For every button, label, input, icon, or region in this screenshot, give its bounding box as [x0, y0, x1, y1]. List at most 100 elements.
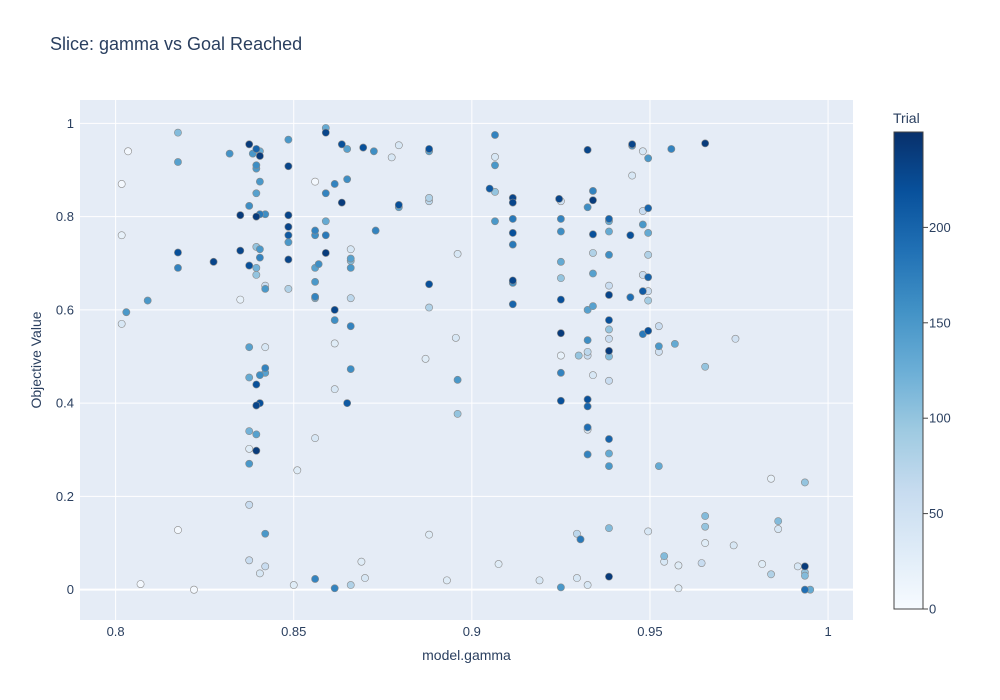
- data-point: [252, 189, 261, 198]
- data-point: [311, 177, 320, 186]
- data-point: [654, 462, 663, 470]
- chart-title: Slice: gamma vs Goal Reached: [50, 34, 302, 54]
- y-tick-label: 0.6: [56, 302, 74, 317]
- data-point: [346, 294, 355, 303]
- data-point: [261, 364, 270, 373]
- data-point: [583, 402, 592, 411]
- data-point: [508, 300, 517, 309]
- gridlines: [80, 100, 853, 620]
- data-point: [605, 215, 613, 223]
- data-point: [284, 284, 293, 293]
- data-point: [190, 585, 198, 594]
- data-point: [357, 557, 366, 566]
- data-point: [701, 539, 710, 547]
- data-point: [605, 462, 613, 470]
- data-point: [330, 305, 339, 314]
- data-point: [343, 145, 352, 153]
- data-point: [261, 562, 270, 571]
- data-point: [508, 215, 517, 223]
- x-axis-title: model.gamma: [422, 647, 511, 663]
- data-point: [346, 322, 355, 331]
- y-tick-label: 1: [67, 116, 74, 131]
- data-point: [453, 375, 462, 384]
- data-point: [284, 135, 293, 144]
- data-point: [252, 161, 261, 170]
- data-point: [443, 576, 451, 585]
- data-point: [801, 571, 809, 580]
- data-point: [245, 556, 254, 565]
- data-point: [508, 198, 517, 207]
- data-points: [117, 124, 815, 594]
- data-point: [346, 254, 355, 263]
- data-point: [122, 308, 131, 317]
- x-tick-label: 0.85: [281, 624, 306, 639]
- data-point: [670, 340, 679, 348]
- data-point: [701, 522, 710, 531]
- data-point: [583, 347, 592, 356]
- data-point: [361, 574, 369, 582]
- y-tick-label: 0.8: [56, 209, 74, 224]
- data-point: [556, 396, 565, 405]
- data-point: [453, 409, 462, 418]
- data-point: [245, 373, 254, 382]
- data-point: [644, 273, 653, 282]
- data-point: [628, 140, 637, 149]
- data-point: [236, 295, 245, 304]
- data-point: [174, 248, 182, 257]
- data-point: [583, 450, 592, 459]
- data-point: [117, 231, 126, 240]
- data-point: [729, 541, 738, 550]
- data-point: [556, 583, 565, 592]
- data-point: [255, 371, 264, 380]
- data-point: [605, 325, 613, 334]
- data-point: [701, 512, 710, 520]
- data-point: [236, 246, 245, 255]
- data-point: [451, 333, 460, 342]
- data-point: [667, 145, 676, 153]
- data-point: [605, 316, 613, 325]
- data-point: [330, 385, 339, 394]
- colorbar-tick-label: 50: [929, 506, 943, 521]
- data-point: [628, 171, 637, 180]
- data-point: [589, 187, 597, 195]
- data-point: [425, 194, 433, 202]
- data-point: [255, 253, 264, 262]
- data-point: [245, 459, 254, 468]
- colorbar-tick-label: 0: [929, 602, 936, 617]
- data-point: [174, 526, 182, 534]
- data-point: [337, 198, 346, 207]
- data-point: [261, 343, 270, 352]
- data-point: [491, 217, 499, 226]
- data-point: [425, 280, 433, 289]
- data-point: [731, 334, 740, 343]
- data-point: [638, 147, 647, 156]
- data-point: [261, 284, 270, 293]
- data-point: [136, 580, 145, 588]
- data-point: [583, 423, 592, 432]
- data-point: [508, 229, 517, 237]
- data-point: [494, 560, 503, 568]
- data-point: [453, 250, 462, 258]
- data-point: [583, 336, 592, 345]
- data-point: [255, 245, 264, 254]
- data-point: [660, 552, 669, 561]
- data-point: [697, 559, 706, 568]
- data-point: [508, 276, 517, 285]
- data-point: [576, 535, 585, 544]
- data-point: [371, 226, 380, 235]
- data-point: [252, 430, 261, 439]
- data-point: [605, 281, 613, 290]
- data-point: [174, 263, 182, 272]
- data-point: [644, 154, 653, 163]
- data-point: [767, 474, 775, 483]
- data-point: [644, 296, 653, 305]
- data-point: [284, 231, 293, 240]
- data-point: [626, 293, 635, 302]
- data-point: [311, 226, 320, 235]
- data-point: [583, 395, 592, 404]
- data-point: [644, 527, 653, 536]
- data-point: [758, 560, 767, 568]
- data-point: [236, 211, 245, 220]
- data-point: [674, 584, 683, 593]
- data-point: [255, 569, 264, 578]
